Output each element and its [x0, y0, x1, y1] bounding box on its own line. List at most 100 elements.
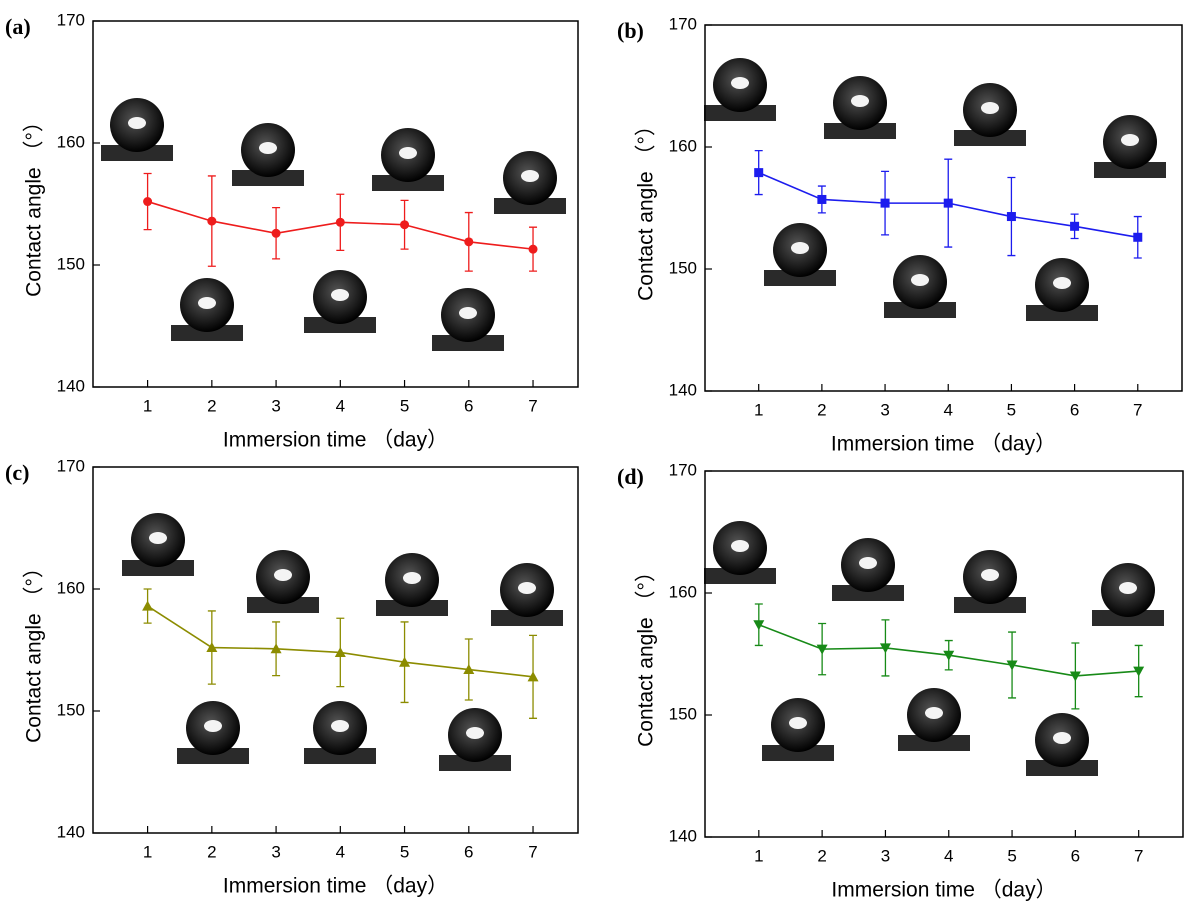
droplet-image [832, 538, 904, 601]
plot-frame [704, 470, 1184, 838]
droplet-image [232, 123, 304, 186]
marker [879, 643, 891, 654]
droplet-highlight [1053, 732, 1071, 744]
x-tick-label: 1 [143, 396, 152, 415]
marker [400, 220, 410, 230]
panel: 140 150 160 170 1 2 3 4 5 6 7 Immersion time （day） C… [617, 460, 1184, 902]
x-tick-label: 3 [271, 396, 280, 415]
x-tick-label: 7 [528, 396, 537, 415]
substrate [1026, 760, 1098, 776]
substrate [704, 568, 776, 584]
y-tick-label: 160 [669, 582, 697, 601]
substrate [954, 597, 1026, 613]
droplet-highlight [128, 117, 146, 129]
substrate [304, 748, 376, 764]
panel-label: (c) [5, 460, 29, 485]
droplet-image [372, 128, 444, 191]
droplet-highlight [1121, 134, 1139, 146]
droplet-image [376, 553, 448, 616]
droplet-image [1094, 115, 1166, 178]
droplet-highlight [789, 717, 807, 729]
x-tick-label: 5 [400, 842, 409, 861]
marker [142, 600, 154, 611]
panel: 140 150 160 170 1 2 3 4 5 6 7 Immersion time （day） C… [5, 456, 579, 898]
substrate [101, 145, 173, 161]
marker [753, 620, 765, 631]
y-tick-label: 150 [57, 254, 85, 273]
y-tick-label: 140 [669, 380, 697, 399]
droplet-image [1092, 563, 1164, 626]
substrate [832, 585, 904, 601]
marker [1133, 666, 1145, 677]
x-tick-label: 3 [881, 846, 890, 865]
x-tick-label: 7 [1133, 400, 1142, 419]
substrate [247, 597, 319, 613]
x-tick-label: 6 [1070, 400, 1079, 419]
marker [143, 197, 153, 207]
x-tick-label: 5 [1007, 846, 1016, 865]
droplet-highlight [198, 297, 216, 309]
x-tick-label: 4 [336, 842, 345, 861]
x-tick-label: 7 [528, 842, 537, 861]
substrate [954, 130, 1026, 146]
droplet-highlight [149, 532, 167, 544]
droplet-highlight [274, 569, 292, 581]
y-tick-label: 140 [669, 826, 697, 845]
x-tick-label: 5 [1007, 400, 1016, 419]
substrate [494, 198, 566, 214]
x-tick-label: 3 [271, 842, 280, 861]
droplet-image [491, 563, 563, 626]
substrate [764, 270, 836, 286]
droplet-image [247, 550, 319, 613]
droplet-image [304, 270, 376, 333]
droplet-image [898, 688, 970, 751]
marker [1006, 212, 1016, 222]
y-tick-label: 170 [669, 14, 697, 33]
marker [816, 644, 828, 655]
substrate [898, 735, 970, 751]
y-axis-label: Contact angle （°） [635, 561, 658, 747]
droplet-highlight [981, 102, 999, 114]
marker [880, 198, 890, 208]
y-tick-label: 170 [57, 456, 85, 475]
droplet-highlight [791, 242, 809, 254]
plot-frame [92, 466, 579, 834]
x-tick-label: 1 [754, 400, 763, 419]
panel: 140 150 160 170 1 2 3 4 5 6 7 Immersion time （day） C… [617, 14, 1183, 456]
x-tick-label: 2 [207, 396, 216, 415]
y-tick-label: 150 [669, 258, 697, 277]
marker [754, 168, 764, 178]
droplet-highlight [521, 170, 539, 182]
x-tick-label: 1 [143, 842, 152, 861]
substrate [824, 123, 896, 139]
droplet-image [764, 223, 836, 286]
droplet-image [824, 76, 896, 139]
x-tick-label: 6 [464, 396, 473, 415]
droplet-highlight [731, 77, 749, 89]
plot-frame [92, 20, 579, 388]
substrate [304, 317, 376, 333]
substrate [439, 755, 511, 771]
substrate [122, 560, 194, 576]
x-tick-label: 4 [944, 400, 953, 419]
droplet-highlight [466, 727, 484, 739]
marker [527, 671, 539, 682]
droplet-image [432, 288, 504, 351]
x-tick-label: 6 [464, 842, 473, 861]
y-tick-label: 150 [669, 704, 697, 723]
marker [464, 237, 474, 247]
y-axis-label: Contact angle （°） [23, 111, 46, 297]
marker [463, 664, 475, 675]
marker [1069, 671, 1081, 682]
substrate [372, 175, 444, 191]
substrate [1092, 610, 1164, 626]
droplet-highlight [331, 720, 349, 732]
droplet-image [704, 521, 776, 584]
droplet-highlight [851, 95, 869, 107]
y-tick-label: 150 [57, 700, 85, 719]
substrate [1026, 305, 1098, 321]
y-axis-label: Contact angle （°） [23, 557, 46, 743]
marker [271, 228, 281, 238]
